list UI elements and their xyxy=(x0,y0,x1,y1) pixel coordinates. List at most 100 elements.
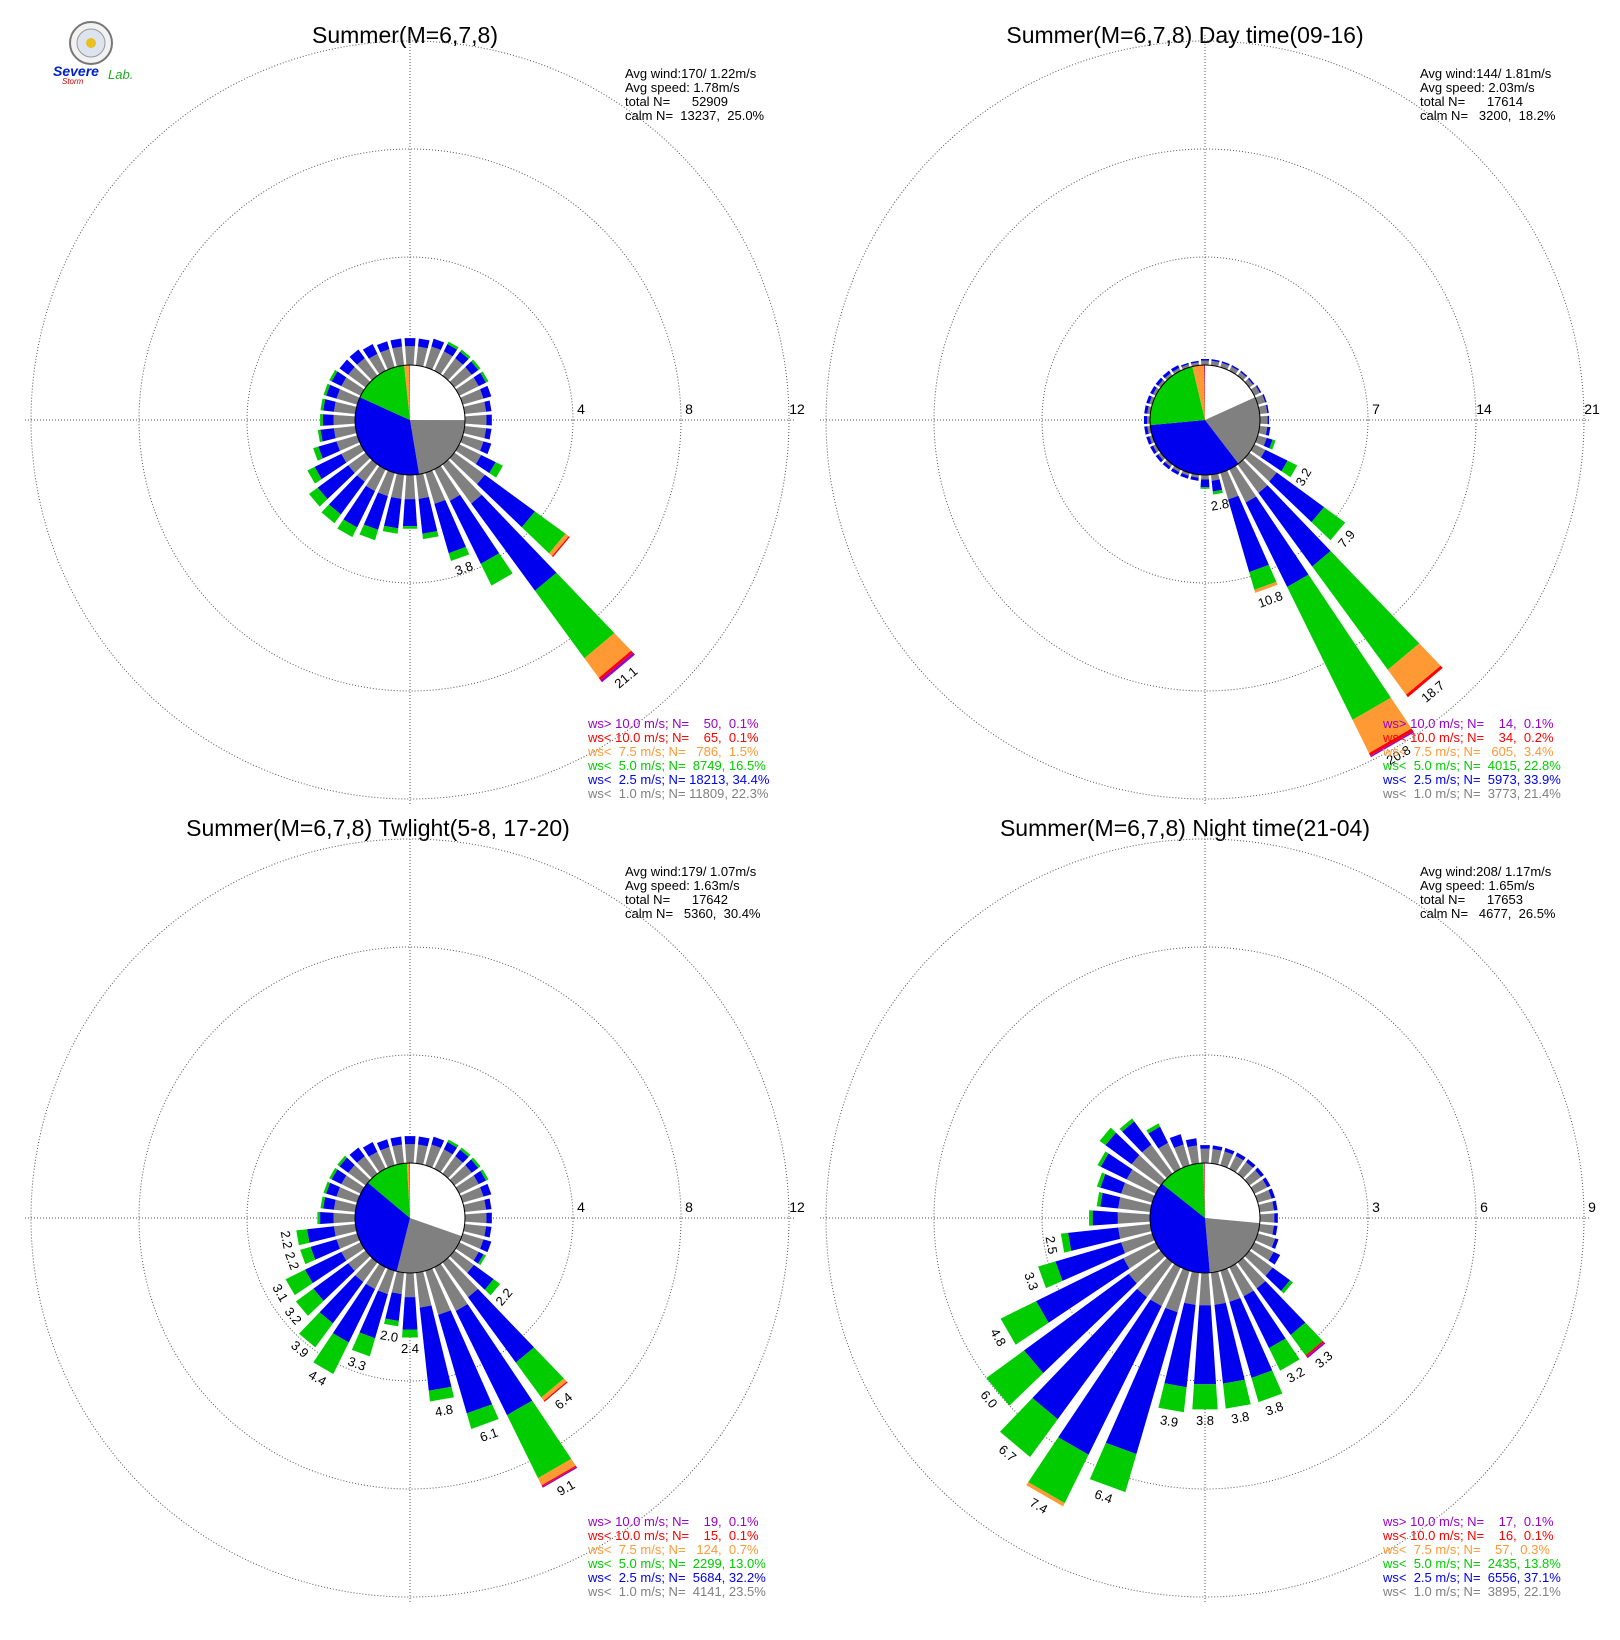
petal-segment xyxy=(1212,1145,1223,1151)
ring-label: 12 xyxy=(789,401,805,417)
petal-segment xyxy=(326,1182,340,1197)
petal-segment xyxy=(415,473,429,499)
petal-segment xyxy=(341,1175,365,1194)
petal-segment xyxy=(460,349,471,359)
petal-segment xyxy=(1192,1384,1218,1410)
petal-segment xyxy=(1200,487,1210,489)
petal-segment xyxy=(348,1164,371,1186)
petal-segment xyxy=(460,1233,484,1249)
petal-segment xyxy=(1251,1370,1283,1403)
petal-segment xyxy=(1148,1126,1169,1149)
panel-title: Summer(M=6,7,8) Twlight(5-8, 17-20) xyxy=(186,815,570,841)
panel-title: Summer(M=6,7,8) xyxy=(312,22,498,48)
petal-segment xyxy=(333,1223,357,1237)
petal-segment xyxy=(1149,396,1155,405)
petal-segment xyxy=(1220,1151,1234,1168)
petal-segment xyxy=(402,1329,418,1338)
petal-segment xyxy=(552,536,570,558)
petal-segment xyxy=(1368,728,1414,756)
petal-segment xyxy=(1271,1238,1279,1249)
petal-segment xyxy=(1220,470,1239,500)
petal-segment xyxy=(455,444,482,465)
petal-segment xyxy=(402,526,418,529)
petal-segment xyxy=(1255,1189,1272,1203)
stats-line: Avg wind:144/ 1.81m/s xyxy=(1420,66,1552,81)
petal-segment xyxy=(1212,489,1223,495)
petal-segment xyxy=(1146,395,1152,404)
legend-entry: ws> 10.0 m/s; N= 19, 0.1% xyxy=(587,1514,759,1529)
petal-segment xyxy=(336,389,360,405)
pie-slice xyxy=(1205,1218,1260,1273)
petal-segment xyxy=(1312,551,1420,670)
petal-segment xyxy=(1255,385,1262,393)
petal-segment xyxy=(1281,1280,1293,1294)
petal-segment xyxy=(1170,365,1180,372)
legend-entry: ws< 7.5 m/s; N= 124, 0.7% xyxy=(587,1542,759,1557)
windrose-panel: Summer(M=6,7,8) Night time(21-04) 3 6 9 3.3 3… xyxy=(820,815,1596,1603)
petal-segment xyxy=(1036,1258,1130,1323)
petal-segment xyxy=(368,353,386,375)
petal-segment xyxy=(534,572,615,659)
petal-segment xyxy=(515,1347,564,1398)
petal-segment xyxy=(1162,461,1171,470)
legend-entry: ws> 10.0 m/s; N= 17, 0.1% xyxy=(1382,1514,1554,1529)
petal-segment xyxy=(356,459,378,482)
petal-segment xyxy=(1269,472,1325,523)
petal-label: 3.8 xyxy=(1196,1413,1214,1428)
petal-segment xyxy=(323,1197,336,1210)
petal-segment xyxy=(1142,1144,1173,1179)
petal-segment xyxy=(307,1226,336,1243)
petal-segment xyxy=(1122,1121,1152,1153)
legend-entry: ws< 2.5 m/s; N= 18213, 34.4% xyxy=(587,772,770,787)
legend-entry: ws< 7.5 m/s; N= 57, 0.3% xyxy=(1382,1542,1550,1557)
stats-line: calm N= 5360, 30.4% xyxy=(625,906,761,921)
petal-segment xyxy=(404,474,416,500)
petal-segment xyxy=(455,1175,479,1194)
petal-segment xyxy=(464,414,487,426)
petal-segment xyxy=(1222,1379,1251,1409)
petal-segment xyxy=(390,338,403,349)
petal-segment xyxy=(339,1157,355,1173)
petal-segment xyxy=(383,1318,399,1327)
stats-line: Avg wind:170/ 1.22m/s xyxy=(625,66,757,81)
petal-segment xyxy=(1187,1145,1200,1165)
ring-label: 8 xyxy=(685,401,693,417)
petal-label: 2.4 xyxy=(401,1341,419,1356)
ring-gridline xyxy=(933,148,1477,692)
pie-slice xyxy=(1192,365,1205,420)
petal-segment xyxy=(326,384,340,399)
petal-segment xyxy=(471,1157,481,1168)
petal-segment xyxy=(1272,1200,1278,1211)
petal-segment xyxy=(449,1164,472,1186)
petal-segment xyxy=(341,377,365,396)
petal-segment xyxy=(417,1136,430,1147)
petal-segment xyxy=(320,428,336,442)
stats-line: total N= 17642 xyxy=(625,892,728,907)
petal-segment xyxy=(1100,1192,1121,1209)
petal-label: 4.4 xyxy=(306,1367,329,1389)
petal-segment xyxy=(1097,1151,1109,1167)
ring-gridline xyxy=(246,256,574,584)
legend-entry: ws< 1.0 m/s; N= 11809, 22.3% xyxy=(587,786,769,801)
petal-segment xyxy=(328,475,365,515)
petal-segment xyxy=(1221,361,1230,366)
petal-segment xyxy=(465,361,479,375)
petal-segment xyxy=(1211,479,1223,492)
stats-line: calm N= 13237, 25.0% xyxy=(625,108,765,123)
ring-label: 14 xyxy=(1476,401,1492,417)
petal-segment xyxy=(1228,495,1269,573)
petal-segment xyxy=(1164,1302,1196,1388)
petal-segment xyxy=(1290,1322,1323,1356)
petal-segment xyxy=(1250,1242,1274,1261)
ring-label: 3 xyxy=(1372,1199,1380,1215)
petal-segment xyxy=(480,1239,492,1253)
petal-segment xyxy=(1255,435,1267,446)
petal-segment xyxy=(1149,435,1155,444)
petal-segment xyxy=(405,1144,415,1164)
stats-line: calm N= 3200, 18.2% xyxy=(1420,108,1556,123)
petal-segment xyxy=(480,385,492,399)
petal-segment xyxy=(1229,465,1257,503)
petal-segment xyxy=(1144,426,1149,435)
petal-segment xyxy=(1131,1155,1166,1186)
petal-segment xyxy=(1137,1257,1173,1298)
